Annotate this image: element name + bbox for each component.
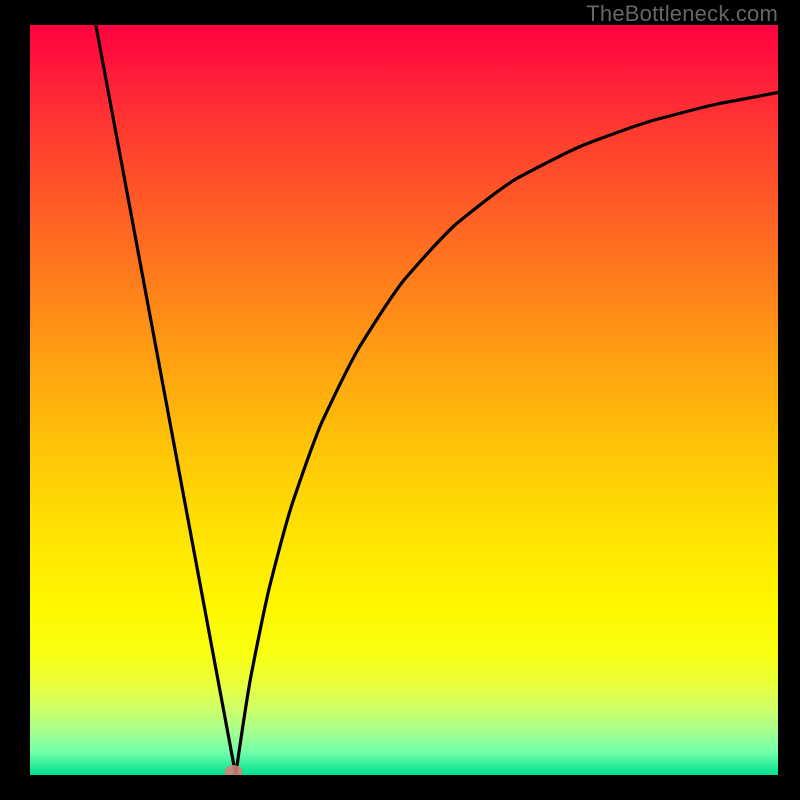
min-marker	[224, 765, 242, 775]
bottleneck-chart: TheBottleneck.com	[0, 0, 800, 800]
curve-path	[96, 25, 778, 775]
watermark-label: TheBottleneck.com	[586, 1, 778, 27]
curve-layer	[30, 25, 778, 775]
plot-area	[30, 25, 778, 775]
